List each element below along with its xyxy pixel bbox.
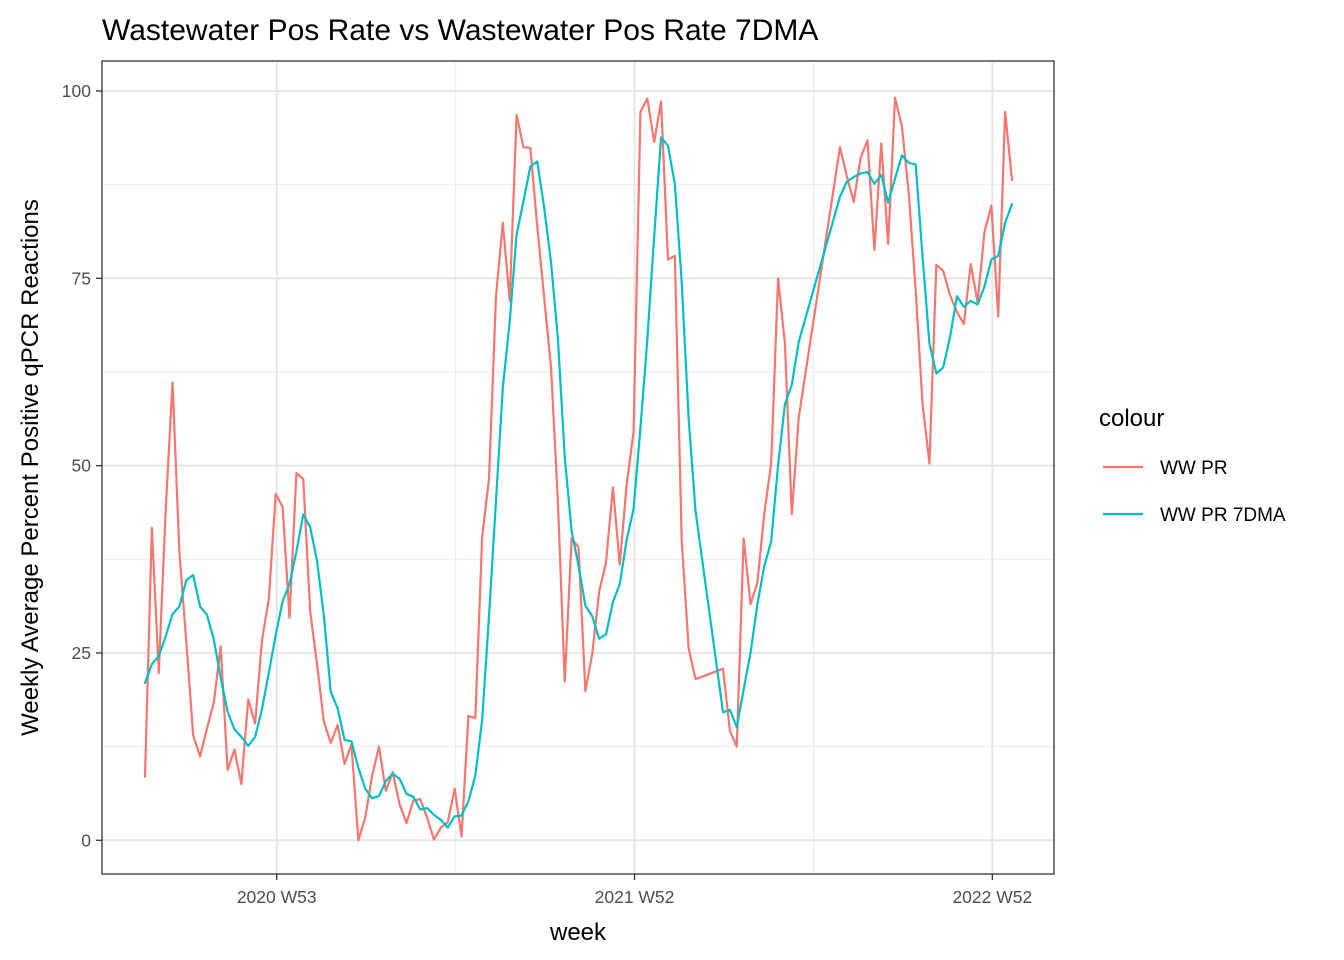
legend-label-ww-pr: WW PR (1160, 458, 1228, 479)
legend-title: colour (1099, 405, 1164, 432)
x-tick-label: 2022 W52 (952, 887, 1032, 907)
y-axis-title: Weekly Average Percent Positive qPCR Rea… (17, 199, 44, 736)
legend-items: WW PR WW PR 7DMA (1103, 458, 1286, 526)
series-line-ww-pr-7dma (143, 136, 1014, 829)
series-layer (143, 96, 1014, 842)
x-axis-title: week (549, 919, 607, 946)
y-tick-label: 75 (72, 268, 91, 288)
y-axis: 0 25 50 75 100 (62, 81, 102, 850)
legend: colour WW PR WW PR 7DMA (1099, 405, 1286, 526)
x-axis: 2020 W53 2021 W52 2022 W52 (237, 874, 1032, 907)
y-tick-label: 25 (72, 643, 91, 663)
plot-panel (101, 60, 1055, 875)
x-tick-label: 2020 W53 (237, 887, 317, 907)
y-tick-label: 50 (72, 456, 92, 476)
legend-label-ww-pr-7dma: WW PR 7DMA (1160, 505, 1286, 526)
plot-background (102, 61, 1054, 874)
chart-title: Wastewater Pos Rate vs Wastewater Pos Ra… (102, 14, 818, 47)
y-tick-label: 100 (62, 81, 91, 101)
y-tick-label: 0 (81, 830, 91, 850)
series-line-ww-pr (143, 96, 1014, 842)
x-tick-label: 2021 W52 (595, 887, 675, 907)
plot-border (101, 60, 1055, 875)
